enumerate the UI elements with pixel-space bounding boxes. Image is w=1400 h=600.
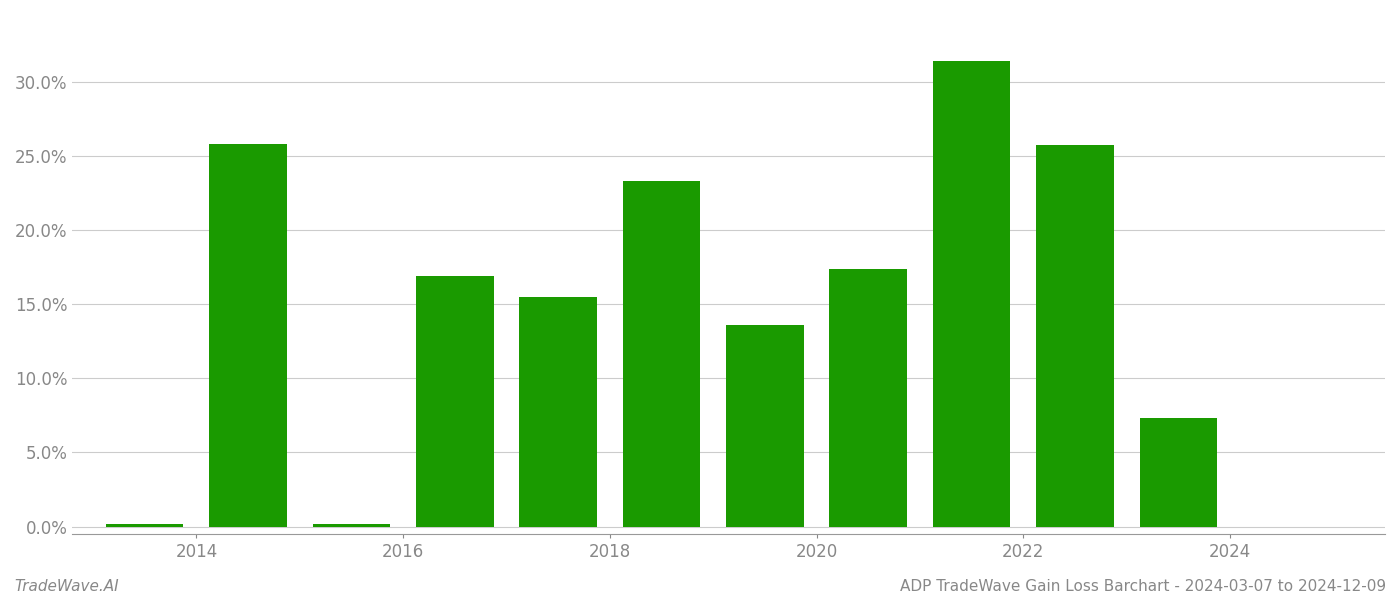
Text: ADP TradeWave Gain Loss Barchart - 2024-03-07 to 2024-12-09: ADP TradeWave Gain Loss Barchart - 2024-… (900, 579, 1386, 594)
Text: TradeWave.AI: TradeWave.AI (14, 579, 119, 594)
Bar (416, 276, 494, 527)
Bar (1140, 418, 1217, 527)
Bar (1036, 145, 1113, 527)
Bar (210, 144, 287, 527)
Bar (829, 269, 907, 527)
Bar (519, 297, 596, 527)
Bar (312, 524, 391, 527)
Bar (932, 61, 1011, 527)
Bar (106, 524, 183, 527)
Bar (727, 325, 804, 527)
Bar (623, 181, 700, 527)
